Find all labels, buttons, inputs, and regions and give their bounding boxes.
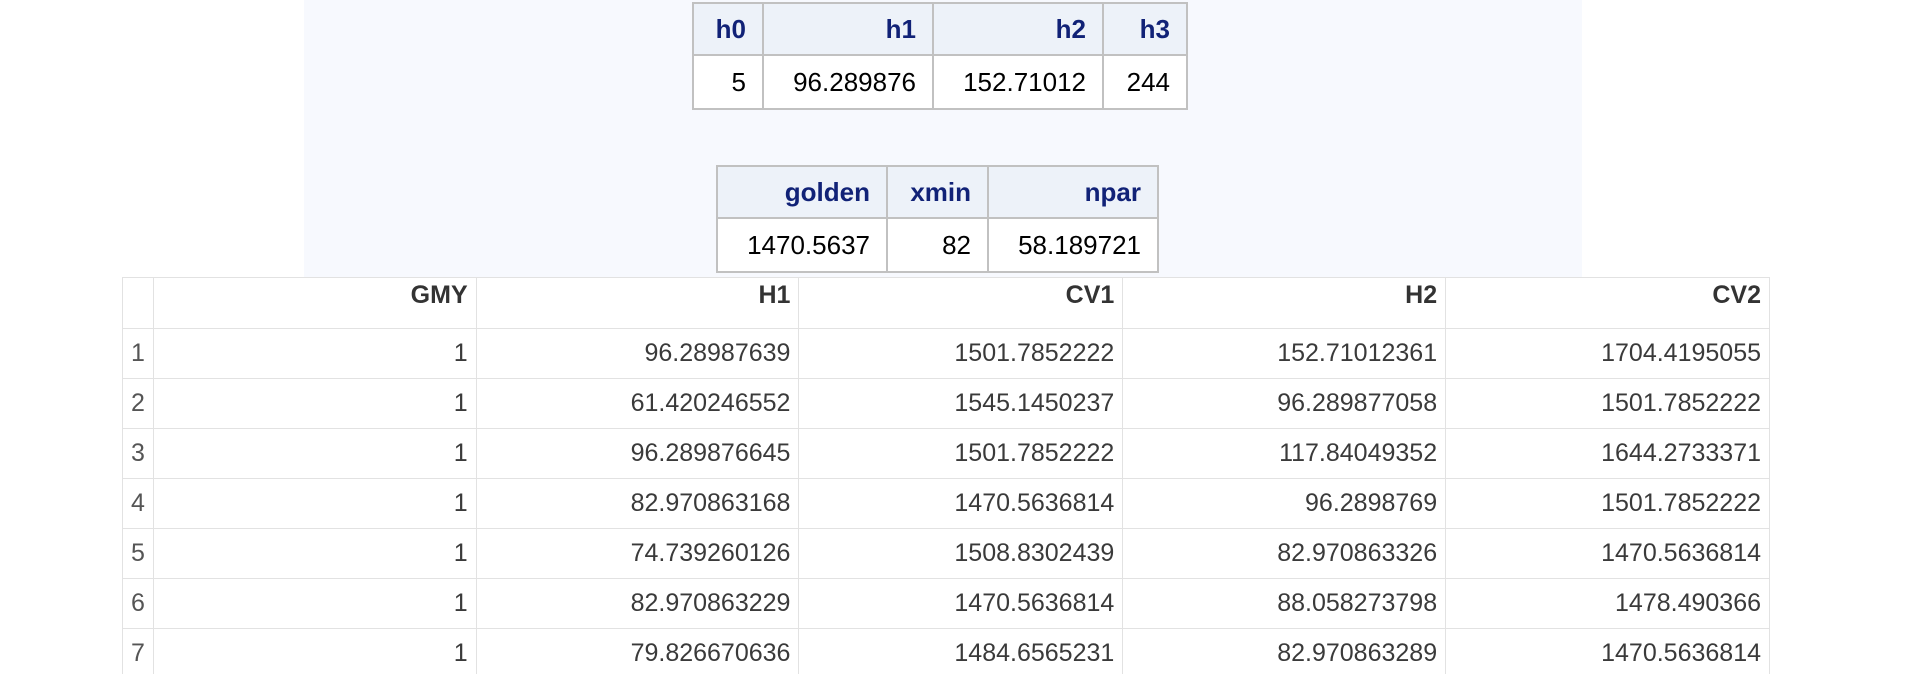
row-number: 2 [122, 378, 154, 429]
cell-gmy[interactable]: 1 [152, 628, 477, 674]
summary-table-h-header-row: h0 h1 h2 h3 [692, 2, 1188, 56]
cell-gmy[interactable]: 1 [152, 378, 477, 429]
row-number: 5 [122, 528, 154, 579]
cell-h1[interactable]: 82.970863168 [475, 478, 800, 529]
cell-cv2[interactable]: 1478.490366 [1445, 578, 1770, 629]
column-header-h0: h0 [692, 2, 764, 56]
cell-gmy[interactable]: 1 [152, 478, 477, 529]
cell-h0: 5 [692, 54, 764, 110]
table-row[interactable]: 7 1 79.826670636 1484.6565231 82.9708632… [122, 628, 1770, 674]
cell-cv1[interactable]: 1545.1450237 [798, 378, 1124, 429]
cell-golden: 1470.5637 [716, 217, 888, 273]
cell-h3: 244 [1102, 54, 1188, 110]
cell-h1[interactable]: 82.970863229 [475, 578, 800, 629]
cell-h1: 96.289876 [762, 54, 934, 110]
cell-cv1[interactable]: 1501.7852222 [798, 328, 1124, 379]
cell-cv2[interactable]: 1644.2733371 [1445, 428, 1770, 479]
cell-gmy[interactable]: 1 [152, 578, 477, 629]
cell-h1[interactable]: 96.289876645 [475, 428, 800, 479]
cell-xmin: 82 [886, 217, 989, 273]
cell-h2[interactable]: 117.84049352 [1122, 428, 1447, 479]
table-row[interactable]: 5 1 74.739260126 1508.8302439 82.9708633… [122, 528, 1770, 579]
summary-table-h-row: 5 96.289876 152.71012 244 [692, 54, 1188, 110]
cell-h2: 152.71012 [932, 54, 1104, 110]
cell-cv2[interactable]: 1470.5636814 [1445, 528, 1770, 579]
column-header-npar: npar [987, 165, 1159, 219]
cell-npar: 58.189721 [987, 217, 1159, 273]
cell-h2[interactable]: 88.058273798 [1122, 578, 1447, 629]
cell-cv2[interactable]: 1470.5636814 [1445, 628, 1770, 674]
column-header-cv2[interactable]: CV2 [1445, 277, 1770, 329]
table-row[interactable]: 2 1 61.420246552 1545.1450237 96.2898770… [122, 378, 1770, 429]
column-header-h1: h1 [762, 2, 934, 56]
cell-h2[interactable]: 82.970863289 [1122, 628, 1447, 674]
column-header-gmy[interactable]: GMY [152, 277, 477, 329]
column-header-h3: h3 [1102, 2, 1188, 56]
summary-table-golden-row: 1470.5637 82 58.189721 [716, 217, 1159, 273]
summary-table-golden: golden xmin npar 1470.5637 82 58.189721 [716, 165, 1159, 273]
table-row[interactable]: 1 1 96.28987639 1501.7852222 152.7101236… [122, 328, 1770, 379]
row-number: 7 [122, 628, 154, 674]
cell-h2[interactable]: 96.2898769 [1122, 478, 1447, 529]
column-header-rownum [122, 277, 154, 329]
cell-h2[interactable]: 96.289877058 [1122, 378, 1447, 429]
column-header-cv1[interactable]: CV1 [798, 277, 1124, 329]
cell-h2[interactable]: 152.71012361 [1122, 328, 1447, 379]
cell-cv2[interactable]: 1704.4195055 [1445, 328, 1770, 379]
data-grid-viewport[interactable]: GMY H1 CV1 H2 CV2 1 1 96.28987639 1501.7… [122, 277, 1770, 674]
column-header-h2: h2 [932, 2, 1104, 56]
table-row[interactable]: 3 1 96.289876645 1501.7852222 117.840493… [122, 428, 1770, 479]
row-number: 1 [122, 328, 154, 379]
cell-cv2[interactable]: 1501.7852222 [1445, 478, 1770, 529]
table-row[interactable]: 4 1 82.970863168 1470.5636814 96.2898769… [122, 478, 1770, 529]
cell-h1[interactable]: 61.420246552 [475, 378, 800, 429]
cell-h1[interactable]: 74.739260126 [475, 528, 800, 579]
summary-table-h: h0 h1 h2 h3 5 96.289876 152.71012 244 [692, 2, 1188, 110]
column-header-h1[interactable]: H1 [475, 277, 800, 329]
column-header-golden: golden [716, 165, 888, 219]
cell-cv1[interactable]: 1501.7852222 [798, 428, 1124, 479]
cell-cv1[interactable]: 1484.6565231 [798, 628, 1124, 674]
cell-cv2[interactable]: 1501.7852222 [1445, 378, 1770, 429]
cell-cv1[interactable]: 1508.8302439 [798, 528, 1124, 579]
cell-h1[interactable]: 79.826670636 [475, 628, 800, 674]
row-number: 4 [122, 478, 154, 529]
cell-h1[interactable]: 96.28987639 [475, 328, 800, 379]
cell-h2[interactable]: 82.970863326 [1122, 528, 1447, 579]
row-number: 3 [122, 428, 154, 479]
data-grid-header-row: GMY H1 CV1 H2 CV2 [122, 277, 1770, 329]
cell-cv1[interactable]: 1470.5636814 [798, 578, 1124, 629]
summary-table-golden-header-row: golden xmin npar [716, 165, 1159, 219]
cell-cv1[interactable]: 1470.5636814 [798, 478, 1124, 529]
cell-gmy[interactable]: 1 [152, 328, 477, 379]
table-row[interactable]: 6 1 82.970863229 1470.5636814 88.0582737… [122, 578, 1770, 629]
row-number: 6 [122, 578, 154, 629]
column-header-h2[interactable]: H2 [1122, 277, 1447, 329]
data-grid: GMY H1 CV1 H2 CV2 1 1 96.28987639 1501.7… [122, 277, 1770, 674]
column-header-xmin: xmin [886, 165, 989, 219]
cell-gmy[interactable]: 1 [152, 528, 477, 579]
cell-gmy[interactable]: 1 [152, 428, 477, 479]
